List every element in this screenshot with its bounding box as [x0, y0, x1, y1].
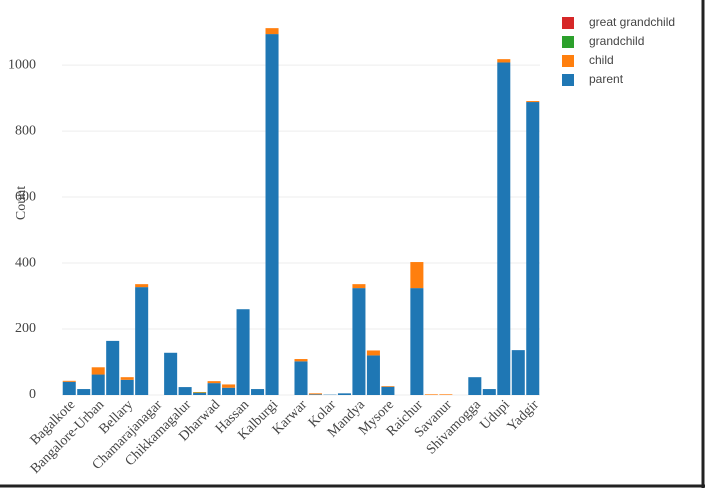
- bar-segment: [381, 386, 395, 387]
- y-axis-label: Count: [14, 186, 29, 220]
- bar-segment: [135, 287, 149, 395]
- bar-segment: [497, 62, 511, 395]
- bar-segment: [91, 367, 105, 375]
- bar-segment: [352, 284, 366, 289]
- bar-segment: [120, 377, 134, 380]
- legend-swatch: [562, 36, 574, 48]
- bar-segment: [222, 387, 236, 395]
- bar-segment: [62, 380, 76, 382]
- bar-segment: [468, 377, 482, 395]
- bar-segment: [207, 383, 221, 395]
- bar-segment: [482, 389, 496, 395]
- bar-segment: [410, 288, 424, 395]
- bar-segment: [178, 387, 192, 395]
- bar-segment: [424, 394, 438, 395]
- bar-segment: [265, 34, 279, 395]
- bar-segment: [77, 389, 91, 395]
- legend-swatch: [562, 55, 574, 67]
- bar-segment: [164, 352, 178, 395]
- bar-segment: [193, 393, 207, 395]
- bar-segment: [294, 359, 308, 362]
- bar-segment: [308, 393, 323, 395]
- bar-segment: [381, 386, 395, 395]
- legend-swatch: [562, 74, 574, 86]
- bar-segment: [222, 384, 236, 388]
- y-tick-label: 0: [29, 387, 36, 402]
- bar-segment: [410, 262, 424, 289]
- bar-segment: [91, 374, 105, 395]
- bar-segment: [439, 394, 453, 395]
- y-tick-label: 400: [15, 255, 36, 270]
- bar-segment: [294, 361, 308, 395]
- y-tick-label: 800: [15, 123, 36, 138]
- bar-segment: [497, 59, 511, 63]
- y-tick-label: 200: [15, 321, 36, 336]
- bar-segment: [207, 381, 221, 384]
- bar-segment: [366, 355, 380, 395]
- bar-segment: [352, 288, 366, 395]
- legend-swatch: [562, 17, 574, 29]
- bar-segment: [236, 309, 250, 395]
- bar-segment: [308, 394, 323, 395]
- bar-segment: [337, 393, 351, 395]
- bar-segment: [62, 381, 76, 395]
- bar-segment: [526, 101, 540, 103]
- bar-segment: [120, 379, 134, 395]
- legend-label: child: [589, 53, 614, 67]
- bar-segment: [526, 102, 540, 395]
- bar-segment: [366, 350, 380, 356]
- legend-label: great grandchild: [589, 15, 675, 29]
- bar-segment: [135, 284, 149, 288]
- y-tick-label: 600: [15, 189, 36, 204]
- bar-segment: [265, 28, 279, 35]
- bar-segment: [106, 340, 120, 395]
- legend-label: parent: [589, 72, 624, 86]
- bar-segment: [511, 350, 525, 395]
- bar-segment: [193, 392, 207, 394]
- bar-segment: [251, 389, 265, 395]
- legend-label: grandchild: [589, 34, 644, 48]
- y-tick-label: 1000: [8, 57, 36, 72]
